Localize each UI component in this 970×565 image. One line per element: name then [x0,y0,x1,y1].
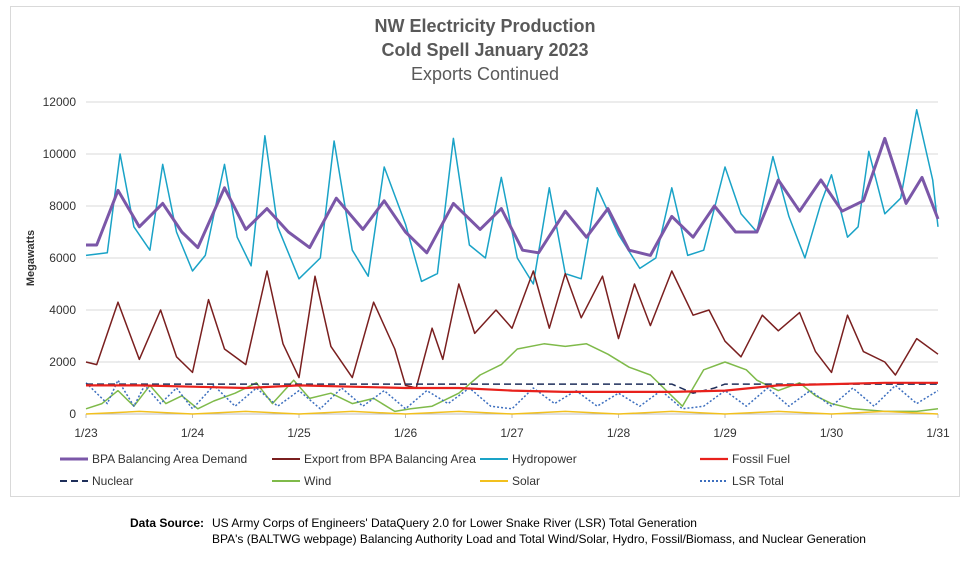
legend-label: BPA Balancing Area Demand [92,452,247,466]
legend-label: Nuclear [92,474,133,488]
series-line-lsr-total [85,379,939,410]
x-tick-label: 1/30 [820,426,844,440]
legend-label: Wind [304,474,331,488]
y-tick-label: 10000 [43,147,77,161]
series-line-hydropower [85,109,939,285]
x-tick-label: 1/25 [287,426,311,440]
series-line-solar [85,410,939,415]
legend-item: Hydropower [480,452,577,466]
series-line-export-from-bpa-balancing-area [85,270,939,389]
legend-item: Export from BPA Balancing Area [272,452,476,466]
legend-item: Nuclear [60,474,133,488]
y-tick-label: 4000 [49,303,76,317]
legend-label: Solar [512,474,540,488]
data-source-line-1: US Army Corps of Engineers' DataQuery 2.… [212,516,697,530]
legend-label: Fossil Fuel [732,452,790,466]
legend-item: BPA Balancing Area Demand [60,452,247,466]
legend-item: Wind [272,474,331,488]
legend-label: Hydropower [512,452,577,466]
y-tick-label: 0 [69,407,76,421]
series-line-fossil-fuel [86,381,938,393]
legend-label: Export from BPA Balancing Area [304,452,476,466]
x-tick-label: 1/27 [500,426,524,440]
chart-subtitle: Cold Spell January 2023 [381,40,589,60]
series-line-wind [85,343,939,413]
legend-item: Solar [480,474,540,488]
legend-item: LSR Total [700,474,784,488]
legend-label: LSR Total [732,474,784,488]
chart-title: NW Electricity Production [374,16,596,36]
line-chart: 0 2000 4000 6000 8000 10000 12000 1/23 1/24 1/25 1… [25,95,950,488]
chart-subtitle-2: Exports Continued [410,64,560,84]
data-source-line-2: BPA's (BALTWG webpage) Balancing Authori… [212,532,866,546]
y-axis-title: Megawatts [25,230,37,286]
y-tick-label: 8000 [49,199,76,213]
data-source-label: Data Source: [130,516,205,530]
y-tick-label: 6000 [49,251,76,265]
series-line-bpa-balancing-area-demand [86,136,940,257]
legend-item: Fossil Fuel [700,452,790,466]
x-tick-label: 1/23 [74,426,98,440]
y-tick-label: 12000 [43,95,77,109]
x-tick-label: 1/28 [607,426,631,440]
x-tick-label: 1/31 [926,426,950,440]
x-tick-label: 1/24 [181,426,205,440]
x-tick-label: 1/29 [713,426,737,440]
y-tick-label: 2000 [49,355,76,369]
x-tick-label: 1/26 [394,426,418,440]
